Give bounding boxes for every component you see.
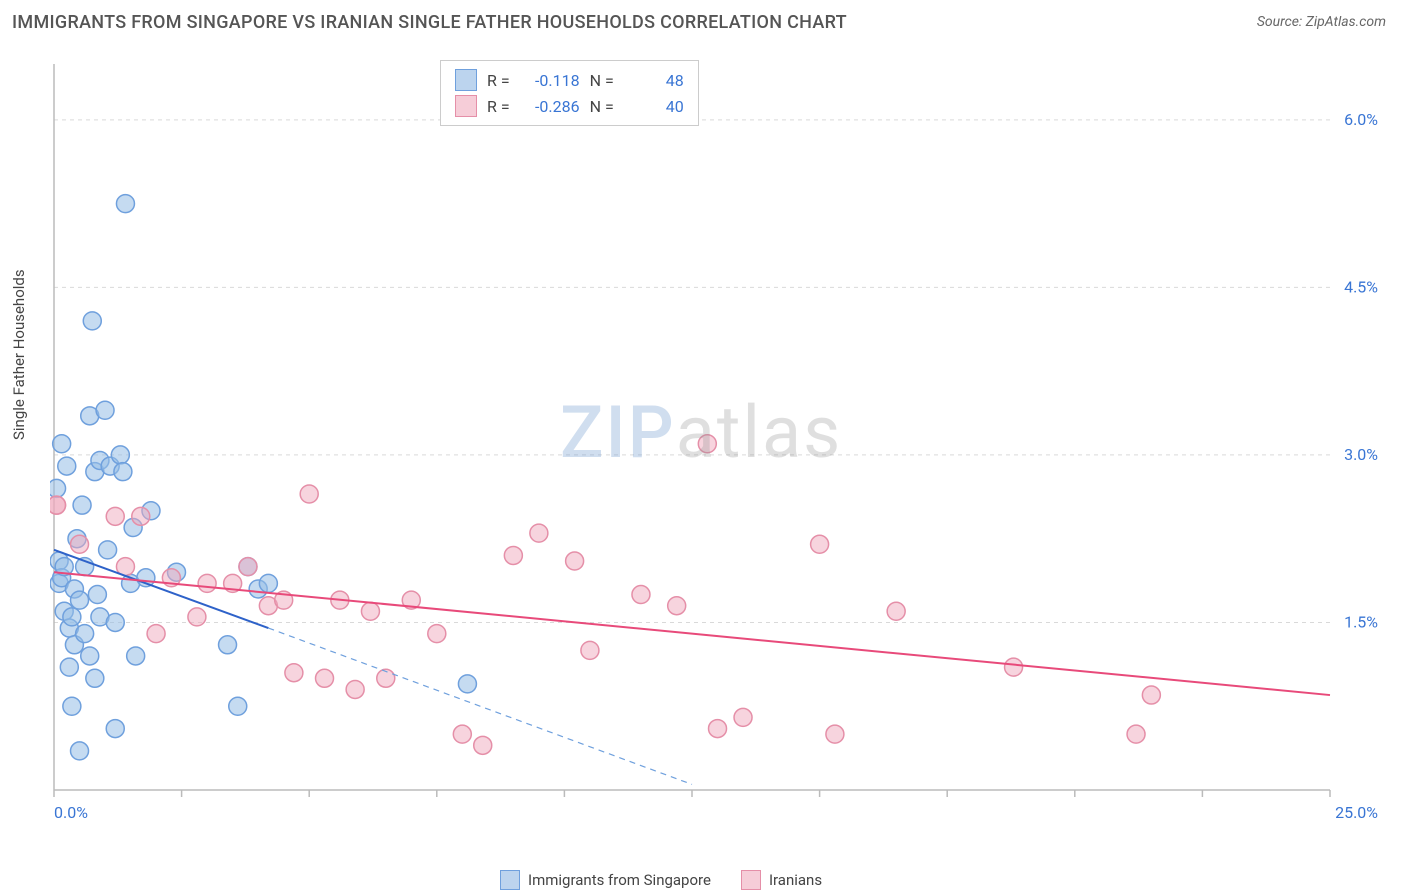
r-label: R = xyxy=(487,97,510,116)
series-legend: Immigrants from Singapore Iranians xyxy=(500,870,822,890)
source-credit: Source: ZipAtlas.com xyxy=(1257,14,1386,30)
legend-row-singapore: R = -0.118 N = 48 xyxy=(455,67,684,93)
n-value: 40 xyxy=(624,97,684,116)
n-label: N = xyxy=(590,97,614,116)
svg-text:1.5%: 1.5% xyxy=(1344,612,1378,631)
svg-text:0.0%: 0.0% xyxy=(54,803,88,822)
legend-item-iranian: Iranians xyxy=(741,870,822,890)
source-value: ZipAtlas.com xyxy=(1306,14,1386,30)
swatch-singapore-icon xyxy=(500,870,520,890)
y-axis-label: Single Father Households xyxy=(10,269,28,440)
svg-text:3.0%: 3.0% xyxy=(1344,445,1378,464)
legend-label: Iranians xyxy=(769,871,822,889)
scatter-plot: 1.5% 3.0% 4.5% 6.0% 0.0% 25.0% xyxy=(50,60,1390,830)
legend-item-singapore: Immigrants from Singapore xyxy=(500,870,711,890)
header-bar: IMMIGRANTS FROM SINGAPORE VS IRANIAN SIN… xyxy=(0,0,1406,44)
svg-text:4.5%: 4.5% xyxy=(1344,277,1378,296)
r-value: -0.118 xyxy=(520,71,580,90)
svg-text:25.0%: 25.0% xyxy=(1335,803,1378,822)
svg-text:6.0%: 6.0% xyxy=(1344,110,1378,129)
n-label: N = xyxy=(590,71,614,90)
n-value: 48 xyxy=(624,71,684,90)
legend-label: Immigrants from Singapore xyxy=(528,871,711,889)
source-label: Source: xyxy=(1257,14,1302,30)
swatch-singapore xyxy=(455,69,477,91)
swatch-iranian-icon xyxy=(741,870,761,890)
chart-title: IMMIGRANTS FROM SINGAPORE VS IRANIAN SIN… xyxy=(12,12,847,33)
legend-row-iranian: R = -0.286 N = 40 xyxy=(455,93,684,119)
r-value: -0.286 xyxy=(520,97,580,116)
r-label: R = xyxy=(487,71,510,90)
swatch-iranian xyxy=(455,95,477,117)
correlation-legend: R = -0.118 N = 48 R = -0.286 N = 40 xyxy=(440,60,699,126)
